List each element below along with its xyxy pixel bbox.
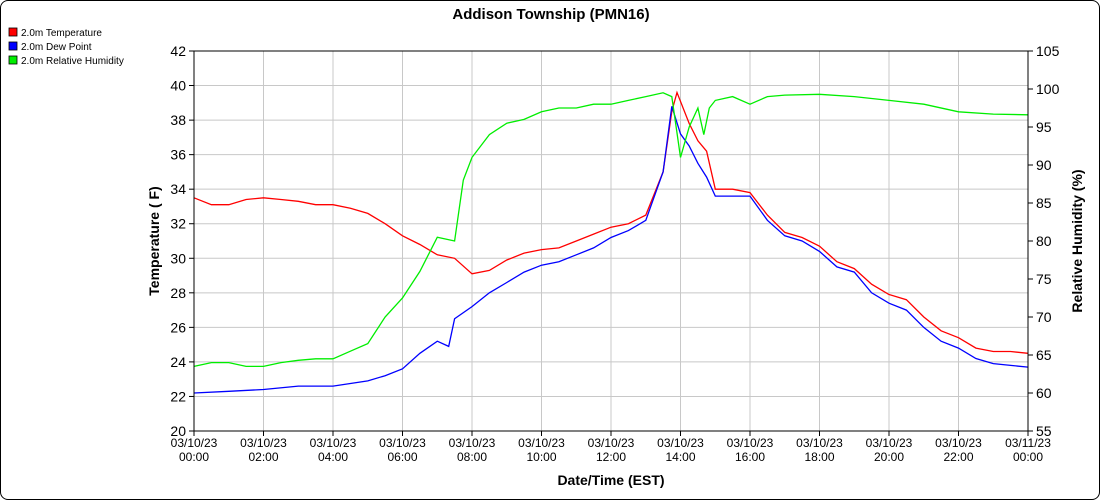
x-tick-time: 22:00 xyxy=(943,450,973,464)
y-tick-label: 24 xyxy=(170,354,186,370)
series-line-1 xyxy=(193,106,1029,394)
x-tick-time: 18:00 xyxy=(804,450,834,464)
y-tick-label: 34 xyxy=(170,181,186,197)
y-tick-label: 42 xyxy=(170,43,186,59)
legend: 2.0m Temperature 2.0m Dew Point 2.0m Relat… xyxy=(8,27,124,67)
x-tick-time: 02:00 xyxy=(248,450,278,464)
y2-tick-label: 95 xyxy=(1036,119,1052,135)
y2-tick-label: 65 xyxy=(1036,347,1052,363)
x-tick-time: 04:00 xyxy=(318,450,348,464)
grid xyxy=(193,50,1029,432)
legend-label: 2.0m Temperature xyxy=(21,28,102,39)
y-tick-label: 22 xyxy=(170,388,186,404)
y-tick-label: 32 xyxy=(170,216,186,232)
series-lines xyxy=(193,90,1029,394)
series-line-2 xyxy=(193,92,1029,368)
x-tick-date: 03/10/23 xyxy=(518,436,565,450)
x-tick-time: 20:00 xyxy=(874,450,904,464)
y2-axis-label: Relative Humidity (%) xyxy=(1069,169,1085,312)
x-tick-date: 03/10/23 xyxy=(240,436,287,450)
y2-tick-label: 75 xyxy=(1036,271,1052,287)
y-tick-label: 20 xyxy=(170,423,186,439)
x-tick-date: 03/10/23 xyxy=(588,436,635,450)
y-tick-label: 28 xyxy=(170,285,186,301)
x-tick-date: 03/10/23 xyxy=(379,436,426,450)
series-line-0 xyxy=(193,90,1029,354)
x-tick-time: 00:00 xyxy=(1013,450,1043,464)
legend-label: 2.0m Relative Humidity xyxy=(21,56,124,67)
x-tick-date: 03/10/23 xyxy=(171,436,218,450)
y2-tick-label: 90 xyxy=(1036,157,1052,173)
y2-tick-label: 80 xyxy=(1036,233,1052,249)
y2-tick-label: 100 xyxy=(1036,81,1060,97)
x-tick-date: 03/10/23 xyxy=(727,436,774,450)
y-tick-label: 30 xyxy=(170,250,186,266)
x-axis-label: Date/Time (EST) xyxy=(557,472,664,488)
legend-label: 2.0m Dew Point xyxy=(21,42,92,53)
x-tick-time: 16:00 xyxy=(735,450,765,464)
legend-swatch xyxy=(8,27,18,37)
x-tick-time: 12:00 xyxy=(596,450,626,464)
legend-swatch xyxy=(8,55,18,65)
x-tick-date: 03/11/23 xyxy=(1005,436,1051,450)
y2-tick-label: 55 xyxy=(1036,423,1052,439)
y-tick-label: 26 xyxy=(170,319,186,335)
x-tick-date: 03/10/23 xyxy=(866,436,913,450)
y2-tick-label: 60 xyxy=(1036,385,1052,401)
x-tick-date: 03/10/23 xyxy=(796,436,843,450)
x-tick-time: 06:00 xyxy=(387,450,417,464)
legend-swatch xyxy=(8,41,18,51)
y2-tick-label: 105 xyxy=(1036,43,1060,59)
x-tick-date: 03/10/23 xyxy=(310,436,357,450)
y2-tick-label: 70 xyxy=(1036,309,1052,325)
chart-title: Addison Township (PMN16) xyxy=(452,6,649,23)
y-axis-label: Temperature ( F) xyxy=(146,186,162,295)
x-tick-date: 03/10/23 xyxy=(935,436,982,450)
y-tick-label: 36 xyxy=(170,147,186,163)
y-tick-label: 40 xyxy=(170,78,186,94)
x-tick-date: 03/10/23 xyxy=(657,436,704,450)
y2-tick-label: 85 xyxy=(1036,195,1052,211)
x-tick-time: 08:00 xyxy=(457,450,487,464)
x-tick-date: 03/10/23 xyxy=(449,436,496,450)
y-tick-label: 38 xyxy=(170,112,186,128)
x-tick-time: 00:00 xyxy=(179,450,209,464)
x-tick-time: 10:00 xyxy=(526,450,556,464)
x-tick-time: 14:00 xyxy=(665,450,695,464)
